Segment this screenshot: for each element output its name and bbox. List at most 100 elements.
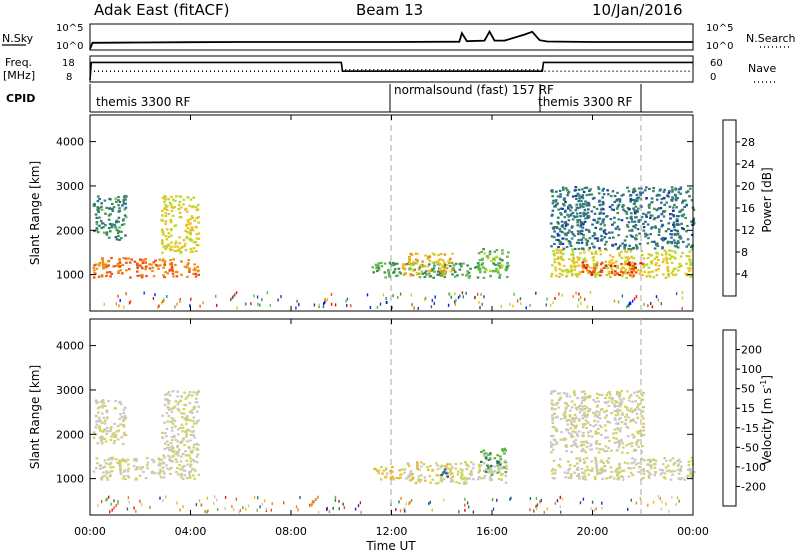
power-cell <box>586 239 590 243</box>
power-speckle <box>660 302 662 306</box>
velocity-cell <box>190 409 193 412</box>
power-cell <box>177 248 181 251</box>
power-cell <box>104 266 107 269</box>
velocity-y-label: Slant Range [km] <box>28 365 42 469</box>
velocity-cell <box>604 416 607 419</box>
velocity-cell <box>454 462 458 466</box>
power-cell <box>111 209 115 213</box>
power-cell <box>115 229 119 232</box>
power-cell <box>590 242 594 245</box>
velocity-cell <box>423 476 427 479</box>
velocity-speckle <box>405 502 407 506</box>
power-cell <box>644 235 647 238</box>
velocity-cell <box>139 466 143 469</box>
power-cell <box>193 267 197 270</box>
power-cell <box>176 249 179 252</box>
power-cell <box>614 270 617 273</box>
power-cell <box>670 261 674 264</box>
power-cell <box>117 195 120 199</box>
power-cell <box>587 265 590 268</box>
power-cell <box>563 227 567 230</box>
velocity-speckle <box>359 501 362 505</box>
velocity-cell <box>673 461 676 464</box>
power-cell <box>642 222 645 225</box>
velocity-cell <box>607 446 610 449</box>
power-cell <box>677 188 681 191</box>
velocity-cell <box>554 403 558 406</box>
velocity-cell <box>552 443 555 446</box>
power-cell <box>161 196 165 200</box>
velocity-cell <box>600 467 603 470</box>
power-cell <box>197 232 201 235</box>
power-cell <box>188 268 191 272</box>
velocity-cell <box>443 465 446 468</box>
velocity-colorbar-tick-label: 15 <box>741 402 755 415</box>
power-cell <box>620 250 623 253</box>
power-cell <box>566 205 570 208</box>
velocity-cell <box>437 474 440 477</box>
power-cell <box>477 252 481 255</box>
velocity-cell <box>95 420 98 423</box>
power-cell <box>558 272 562 275</box>
velocity-cell <box>118 417 122 420</box>
velocity-cell <box>190 394 194 397</box>
velocity-cell <box>103 419 107 422</box>
velocity-cell <box>464 461 467 464</box>
velocity-colorbar-tick-label: -15 <box>741 422 759 435</box>
power-cell <box>402 274 406 277</box>
velocity-cell <box>418 480 422 483</box>
velocity-speckle <box>410 499 413 502</box>
velocity-cell <box>559 417 563 421</box>
power-cell <box>553 254 556 257</box>
velocity-cell <box>575 406 578 409</box>
power-speckle <box>520 302 522 305</box>
power-cell <box>608 254 612 257</box>
velocity-cell <box>123 475 126 478</box>
power-cell <box>574 209 578 212</box>
velocity-cell <box>184 397 188 400</box>
velocity-cell <box>582 449 586 452</box>
power-speckle <box>318 303 320 307</box>
power-cell <box>120 223 124 226</box>
power-cell <box>686 238 690 241</box>
power-cell <box>114 236 118 239</box>
power-cell <box>661 261 665 264</box>
velocity-cell <box>385 467 388 470</box>
power-cell <box>635 247 639 250</box>
power-cell <box>116 264 119 267</box>
velocity-cell <box>157 457 160 460</box>
power-cell <box>610 208 614 211</box>
velocity-cell <box>574 442 577 445</box>
velocity-cell <box>195 442 199 445</box>
velocity-cell <box>585 446 589 449</box>
power-cell <box>617 218 621 221</box>
power-cell <box>672 239 676 242</box>
velocity-cell <box>622 446 625 449</box>
power-cell <box>597 186 600 189</box>
date-label: 10/Jan/2016 <box>592 1 683 19</box>
velocity-cell <box>604 445 608 448</box>
velocity-cell <box>503 459 507 462</box>
power-cell <box>635 193 639 196</box>
velocity-cell <box>598 424 602 427</box>
velocity-cell <box>188 472 191 475</box>
velocity-cell <box>139 468 143 471</box>
velocity-cell <box>625 413 629 416</box>
power-cell <box>578 218 582 221</box>
velocity-cell <box>133 458 137 461</box>
velocity-cell <box>591 467 594 470</box>
power-cell <box>427 255 430 258</box>
power-cell <box>429 275 433 278</box>
power-cell <box>478 259 482 262</box>
power-cell <box>387 273 391 276</box>
velocity-speckle <box>235 497 238 501</box>
power-cell <box>506 261 509 264</box>
power-cell <box>637 207 640 210</box>
velocity-cell <box>189 433 193 436</box>
power-cell <box>108 197 111 200</box>
velocity-cell <box>587 434 591 437</box>
power-cell <box>161 240 164 243</box>
velocity-cell <box>607 457 611 460</box>
velocity-speckle <box>231 504 233 508</box>
velocity-speckle <box>338 499 340 503</box>
